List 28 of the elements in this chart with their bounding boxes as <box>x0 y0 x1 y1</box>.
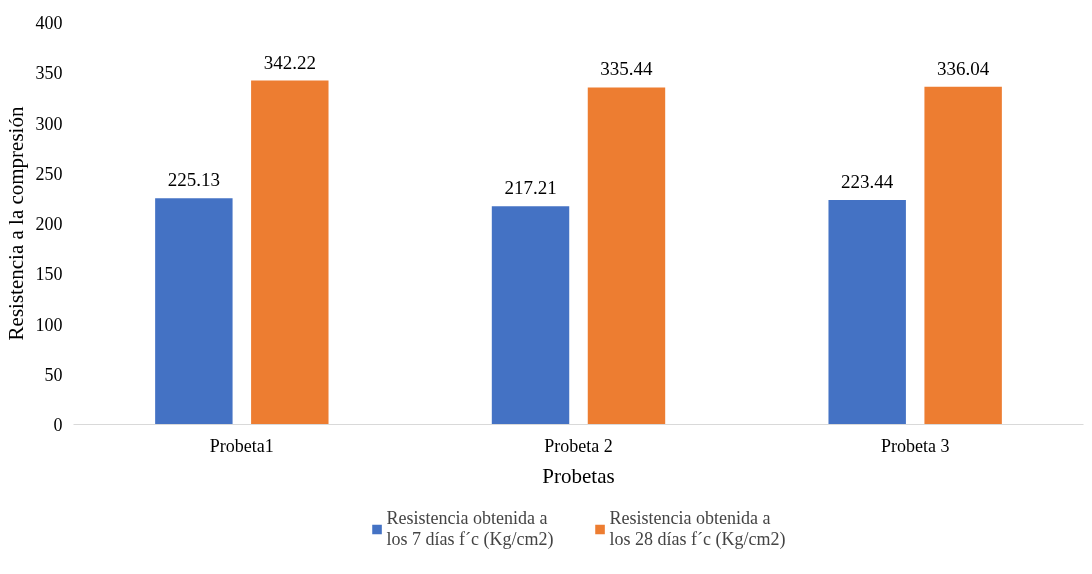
y-tick-label: 400 <box>35 13 63 33</box>
data-label: 217.21 <box>504 177 557 199</box>
data-label: 336.04 <box>937 57 990 79</box>
y-tick-label: 350 <box>35 63 63 84</box>
data-label: 342.22 <box>263 51 316 73</box>
x-axis-title: Probetas <box>542 463 615 488</box>
bar <box>828 199 906 425</box>
bar <box>924 86 1002 425</box>
y-tick-label: 150 <box>35 264 63 285</box>
legend-label: Resistencia obtenida a los 28 días f´c (Kg/cm2) <box>609 508 786 550</box>
y-tick-label: 300 <box>35 113 63 134</box>
x-tick-label: Probeta 2 <box>544 435 613 456</box>
bar <box>491 206 570 425</box>
y-tick-label: 250 <box>35 163 63 184</box>
data-label: 223.44 <box>841 170 894 192</box>
y-tick-label: 0 <box>53 415 63 435</box>
x-tick-label: Probeta1 <box>209 435 274 456</box>
y-tick-label: 200 <box>35 214 63 234</box>
y-tick-label: 100 <box>35 314 63 335</box>
y-tick-label: 50 <box>44 364 63 385</box>
data-label: 225.13 <box>167 169 220 191</box>
bar <box>155 198 233 425</box>
legend-label: Resistencia obtenida a los 7 días f´c (Kg/cm2) <box>386 508 554 550</box>
data-label: 335.44 <box>600 58 654 80</box>
bar <box>587 87 666 425</box>
y-axis-title: Resistencia a la compresión <box>3 106 28 341</box>
bar <box>251 80 329 425</box>
x-tick-label: Probeta 3 <box>880 435 950 456</box>
